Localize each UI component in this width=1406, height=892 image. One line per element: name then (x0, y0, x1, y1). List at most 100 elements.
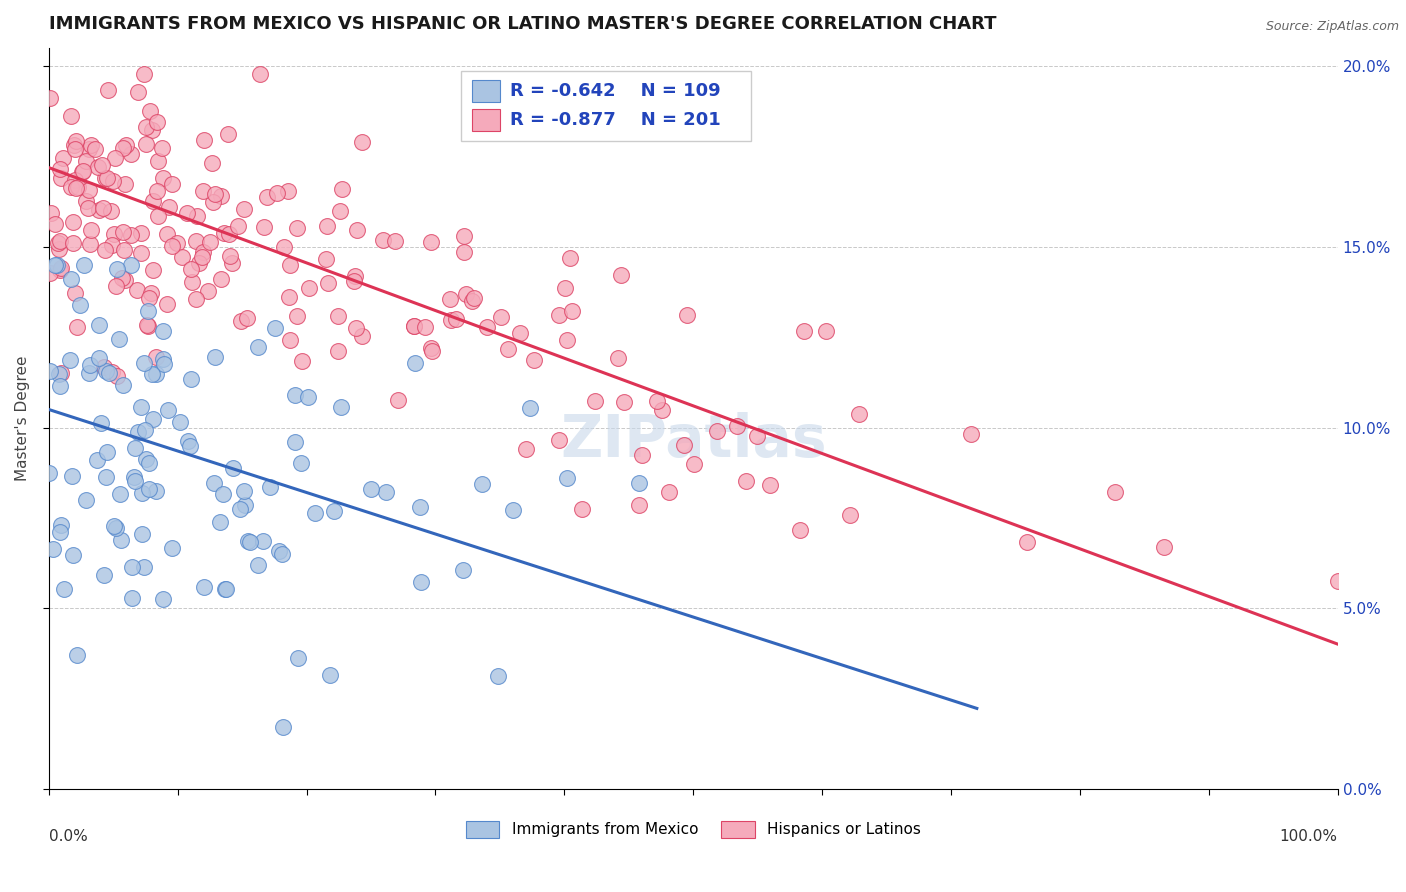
Point (63, 173, 86, 187)
Point (75, 153, 97, 168)
Point (350, 135, 373, 149)
Text: 0.0%: 0.0% (49, 830, 87, 844)
Point (191, 250, 214, 264)
Point (384, 234, 406, 248)
Point (758, 478, 780, 492)
Point (73, 258, 96, 272)
Point (111, 271, 134, 285)
Point (419, 235, 441, 250)
Point (290, 456, 312, 470)
Point (115, 138, 138, 153)
Point (180, 275, 202, 289)
Point (229, 313, 252, 327)
Point (105, 279, 128, 293)
Point (107, 369, 129, 384)
Point (229, 502, 252, 516)
Point (253, 220, 276, 235)
Point (87, 318, 110, 333)
Text: R = -0.642    N = 109: R = -0.642 N = 109 (510, 82, 721, 100)
Point (131, 527, 153, 541)
Point (212, 227, 235, 241)
Point (51, 366, 73, 380)
Point (87, 351, 110, 365)
Point (221, 256, 243, 270)
Point (630, 448, 652, 462)
Point (239, 534, 262, 549)
Point (98, 366, 121, 380)
Point (138, 291, 160, 305)
Point (124, 441, 146, 455)
Point (127, 425, 149, 439)
Point (108, 332, 131, 346)
Point (59, 272, 82, 286)
Point (1326, 574, 1348, 588)
Point (420, 341, 443, 355)
Point (209, 272, 232, 286)
Point (219, 249, 242, 263)
Point (139, 286, 162, 301)
Point (226, 219, 249, 233)
Point (38, 467, 60, 481)
Point (315, 252, 337, 267)
Point (38, 364, 60, 378)
Point (461, 294, 484, 309)
Point (142, 412, 165, 426)
Point (141, 122, 163, 136)
Point (103, 227, 125, 242)
Point (218, 227, 240, 241)
Point (122, 470, 145, 484)
Point (214, 582, 236, 596)
Point (138, 103, 160, 118)
Point (49, 162, 72, 177)
Point (627, 499, 650, 513)
Point (100, 237, 122, 252)
Point (67, 179, 90, 194)
Point (112, 225, 135, 239)
Point (264, 320, 287, 334)
Point (41, 541, 63, 556)
Point (160, 177, 183, 191)
Point (46, 258, 69, 272)
Point (49, 379, 72, 393)
Point (176, 434, 198, 448)
Point (49, 260, 72, 275)
Point (343, 268, 366, 283)
Point (509, 326, 531, 340)
Point (112, 141, 135, 155)
Point (683, 457, 706, 471)
Point (141, 368, 163, 382)
Point (65, 142, 87, 156)
Point (121, 591, 143, 605)
Point (91, 202, 114, 216)
Point (112, 243, 135, 257)
Point (404, 356, 426, 370)
Point (215, 582, 238, 596)
Point (291, 353, 314, 368)
Point (645, 394, 668, 409)
Point (152, 351, 174, 366)
Point (346, 223, 368, 237)
Point (304, 506, 326, 520)
Point (208, 515, 231, 529)
Point (745, 429, 768, 443)
Point (114, 273, 136, 287)
Point (278, 333, 301, 347)
Point (120, 227, 142, 242)
Point (152, 357, 174, 371)
Text: R = -0.877    N = 201: R = -0.877 N = 201 (510, 112, 721, 129)
Point (404, 318, 426, 333)
FancyBboxPatch shape (471, 109, 501, 131)
Point (127, 85, 149, 99)
Point (184, 234, 207, 248)
Point (138, 456, 160, 470)
Point (105, 262, 128, 277)
Point (193, 133, 215, 147)
Point (344, 321, 367, 335)
Point (110, 487, 132, 501)
Point (270, 547, 292, 561)
Point (236, 310, 259, 325)
Point (266, 186, 288, 201)
Point (202, 195, 225, 210)
Point (75, 194, 97, 209)
Point (198, 235, 221, 249)
